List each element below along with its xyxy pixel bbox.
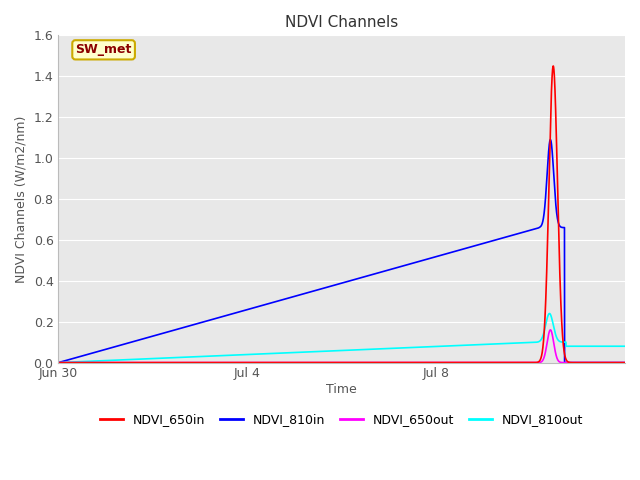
Line: NDVI_650out: NDVI_650out — [58, 330, 625, 362]
NDVI_650out — [621, 360, 629, 365]
Legend: NDVI_650in, NDVI_810in, NDVI_650out, NDVI_810out: NDVI_650in, NDVI_810in, NDVI_650out, NDV… — [95, 408, 588, 431]
Y-axis label: NDVI Channels (W/m2/nm): NDVI Channels (W/m2/nm) — [15, 115, 28, 283]
NDVI_810in — [271, 299, 279, 305]
Line: NDVI_810out: NDVI_810out — [58, 313, 625, 362]
NDVI_650in — [477, 360, 485, 365]
NDVI_810in — [423, 256, 431, 262]
Line: NDVI_650in: NDVI_650in — [58, 66, 625, 362]
NDVI_810in — [394, 264, 402, 270]
NDVI_650out — [157, 360, 165, 365]
NDVI_650in — [394, 360, 402, 365]
NDVI_810in — [621, 360, 629, 365]
NDVI_650out — [394, 360, 402, 365]
NDVI_810in — [157, 331, 165, 336]
NDVI_810out — [54, 360, 62, 365]
NDVI_810out — [271, 350, 279, 356]
NDVI_650in — [423, 360, 431, 365]
NDVI_650in — [271, 360, 279, 365]
NDVI_650out — [477, 360, 485, 365]
NDVI_810out — [520, 340, 528, 346]
Line: NDVI_810in: NDVI_810in — [58, 140, 625, 362]
NDVI_810out — [545, 311, 553, 316]
NDVI_650out — [54, 360, 62, 365]
NDVI_810out — [621, 343, 629, 349]
NDVI_650in — [621, 360, 629, 365]
NDVI_810out — [157, 355, 165, 361]
NDVI_650in — [549, 63, 557, 69]
X-axis label: Time: Time — [326, 383, 357, 396]
NDVI_810in — [520, 229, 528, 235]
NDVI_810in — [477, 241, 485, 247]
NDVI_650in — [54, 360, 62, 365]
NDVI_810in — [547, 137, 554, 143]
Title: NDVI Channels: NDVI Channels — [285, 15, 398, 30]
NDVI_650out — [547, 327, 554, 333]
NDVI_650out — [423, 360, 431, 365]
NDVI_650in — [520, 360, 528, 365]
NDVI_650out — [520, 360, 528, 365]
NDVI_810out — [423, 344, 431, 350]
NDVI_650out — [271, 360, 279, 365]
Text: SW_met: SW_met — [76, 43, 132, 56]
NDVI_810in — [54, 360, 62, 365]
NDVI_810out — [394, 345, 402, 351]
NDVI_810out — [477, 342, 485, 348]
NDVI_650in — [157, 360, 165, 365]
